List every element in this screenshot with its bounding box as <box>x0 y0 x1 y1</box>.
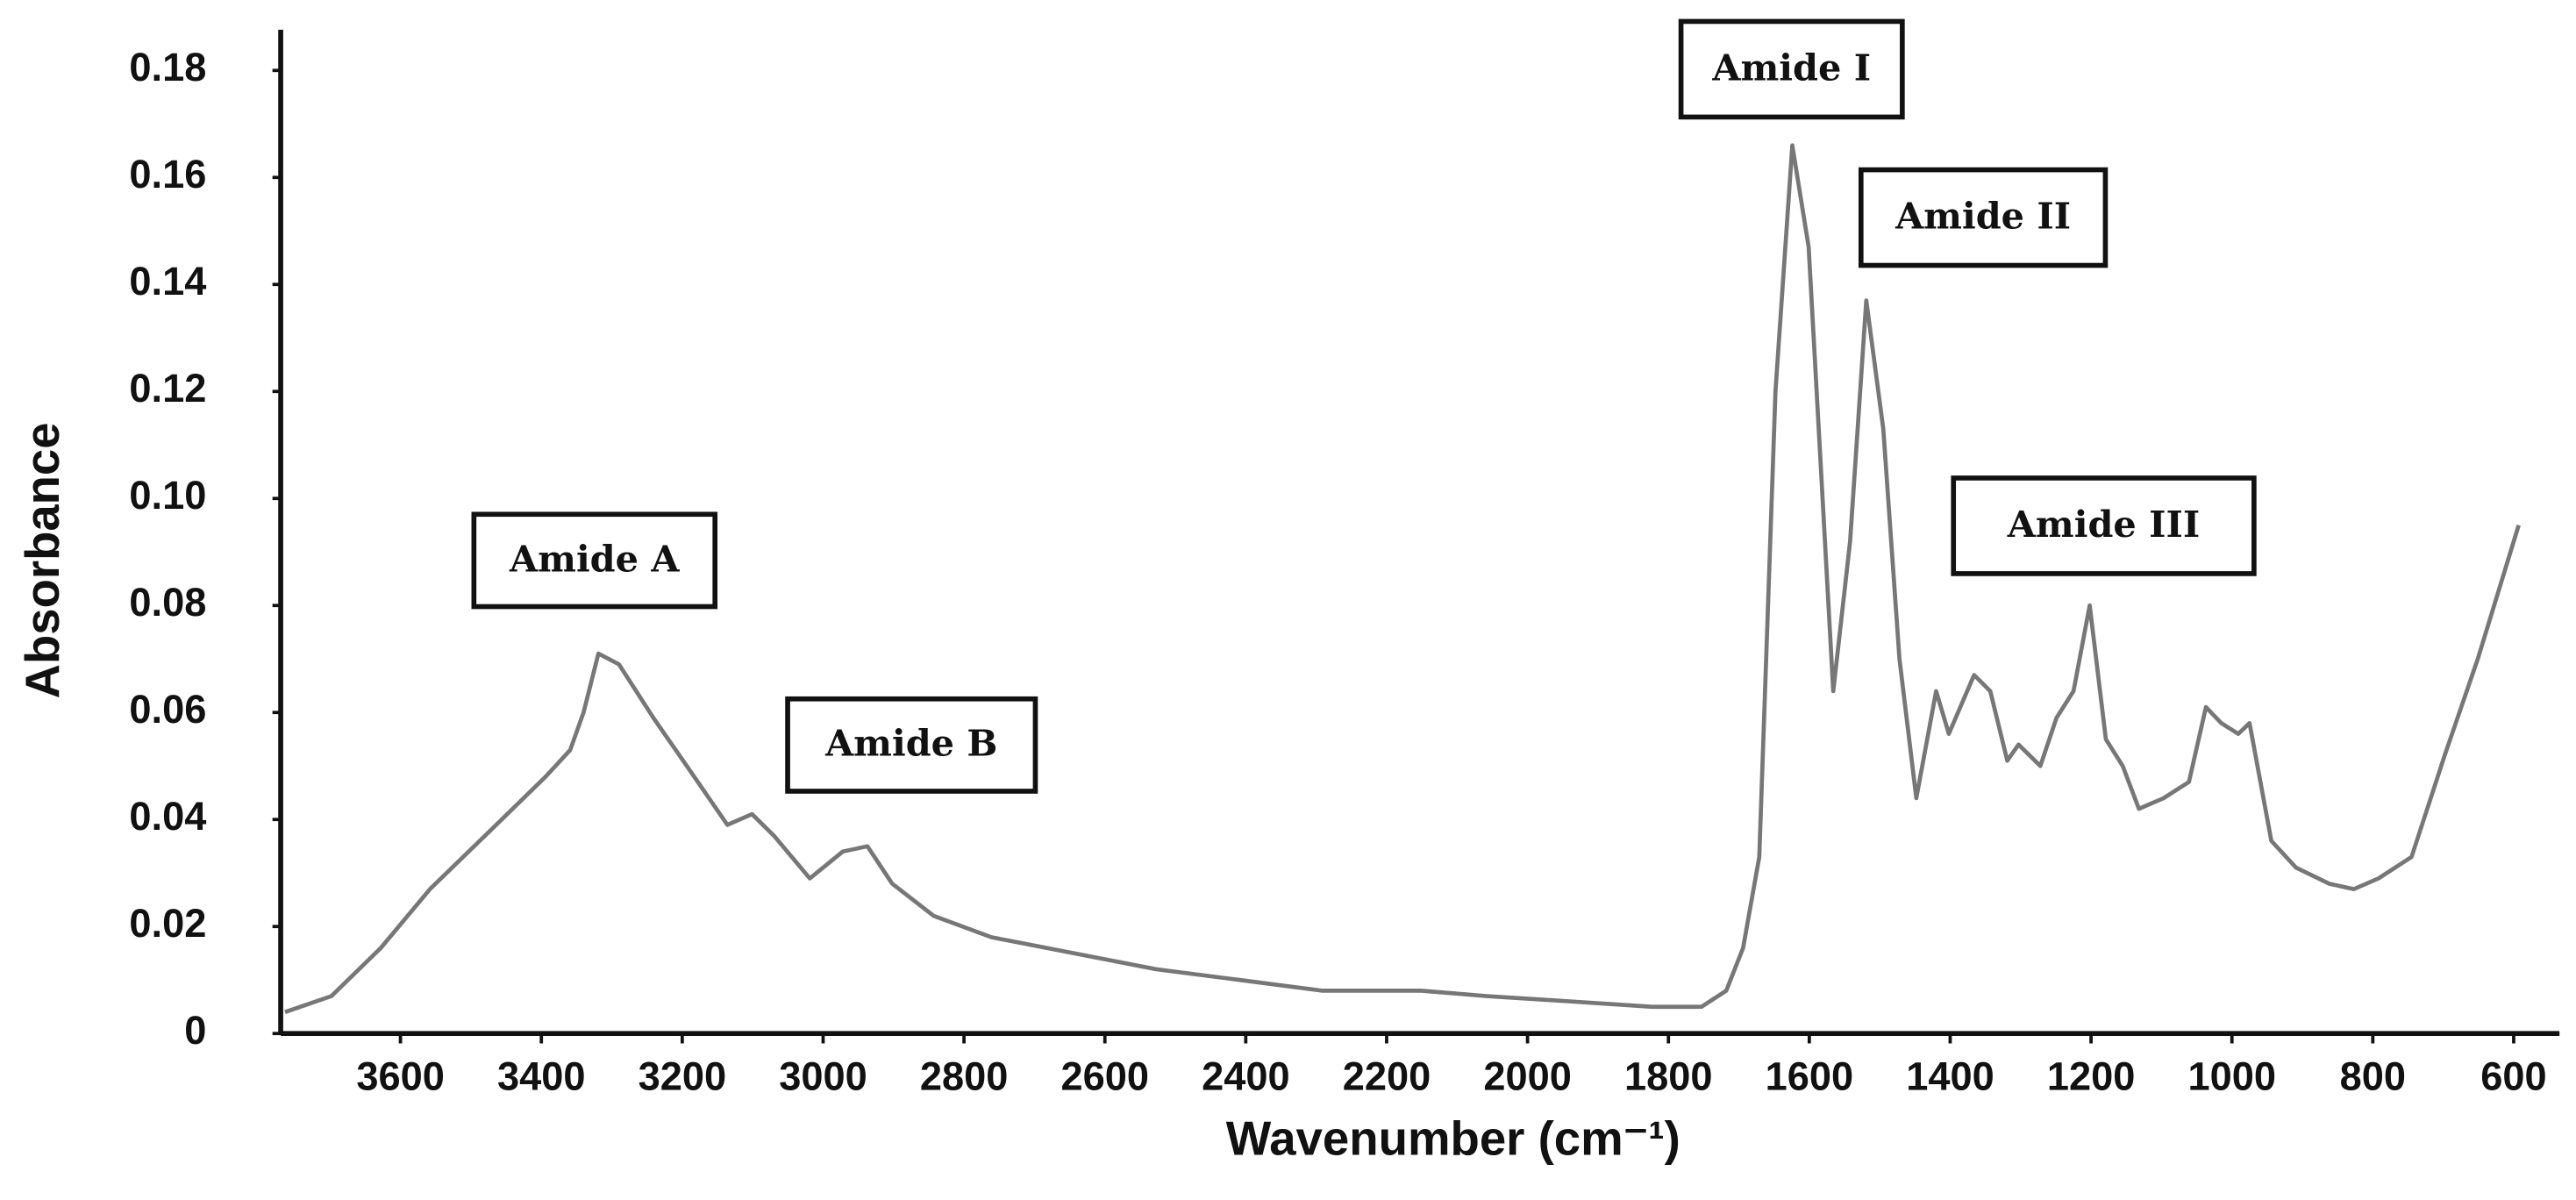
x-tick-label: 1800 <box>1624 1054 1712 1099</box>
x-tick-label: 1400 <box>1906 1054 1994 1099</box>
y-tick-label: 0.02 <box>129 901 206 946</box>
annotation-box <box>1951 475 2257 576</box>
annotation-label: Amide B <box>824 722 997 765</box>
x-tick-label: 600 <box>2480 1054 2546 1099</box>
y-tick-label: 0.06 <box>129 687 206 732</box>
annotation-label: Amide III <box>2007 503 2200 546</box>
annotation-box <box>471 511 718 610</box>
annotation-label: Amide I <box>1711 46 1871 89</box>
x-tick-label: 3400 <box>497 1054 585 1099</box>
y-tick-label: 0.14 <box>129 259 206 304</box>
x-tick-label: 2200 <box>1343 1054 1431 1099</box>
annotation-label: Amide A <box>509 537 680 580</box>
y-tick-label: 0.04 <box>129 794 206 839</box>
spectrum-line <box>284 143 2521 1015</box>
x-tick-label: 800 <box>2340 1054 2406 1099</box>
x-tick-label: 2600 <box>1060 1054 1148 1099</box>
x-tick-label: 1200 <box>2047 1054 2135 1099</box>
x-tick-label: 1600 <box>1766 1054 1853 1099</box>
y-tick-label: 0.08 <box>129 580 206 625</box>
x-axis-title: Wavenumber (cm⁻¹) <box>1226 1112 1680 1166</box>
y-tick-label: 0.16 <box>129 152 206 196</box>
x-tick-label: 2800 <box>920 1054 1008 1099</box>
annotation-box <box>785 696 1038 794</box>
y-tick-label: 0 <box>184 1008 206 1053</box>
x-tick-label: 3000 <box>779 1054 867 1099</box>
y-tick-label: 0.10 <box>129 473 206 518</box>
x-tick-label: 3600 <box>356 1054 444 1099</box>
annotation-label: Amide II <box>1895 194 2071 237</box>
x-tick-label: 2000 <box>1483 1054 1571 1099</box>
y-axis-title: Absorbance <box>16 422 69 698</box>
y-tick-label: 0.12 <box>129 366 206 411</box>
annotation-box <box>1858 167 2109 268</box>
x-tick-label: 1000 <box>2187 1054 2275 1099</box>
x-tick-label: 3200 <box>639 1054 726 1099</box>
x-tick-label: 2400 <box>1202 1054 1289 1099</box>
y-tick-label: 0.18 <box>129 45 206 89</box>
annotation-box <box>1678 18 1905 120</box>
